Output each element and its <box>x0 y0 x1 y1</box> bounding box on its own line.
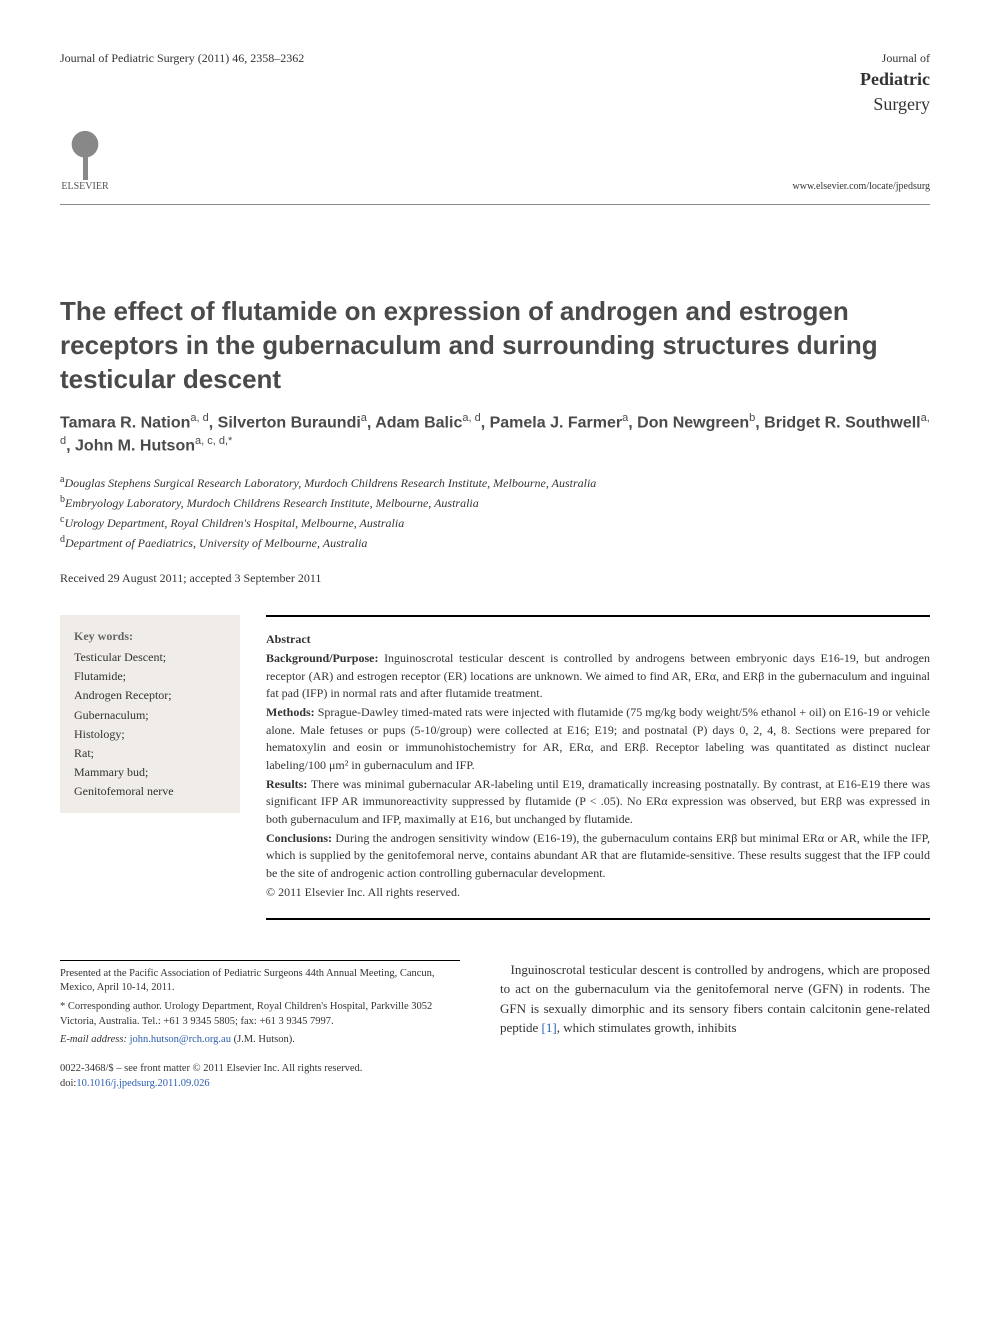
issn-line: 0022-3468/$ – see front matter © 2011 El… <box>60 1062 460 1077</box>
affiliation-item: aDouglas Stephens Surgical Research Labo… <box>60 472 930 492</box>
keyword-item: Gubernaculum; <box>74 706 226 725</box>
keywords-heading: Key words: <box>74 627 226 646</box>
body-paragraph-1: Inguinoscrotal testicular descent is con… <box>500 960 930 1038</box>
affiliation-item: bEmbryology Laboratory, Murdoch Children… <box>60 492 930 512</box>
abstract-section-text: During the androgen sensitivity window (… <box>266 831 930 880</box>
abstract-section-text: Sprague-Dawley timed-mated rats were inj… <box>266 705 930 771</box>
journal-url-box: www.elsevier.com/locate/jpedsurg <box>793 176 930 194</box>
affiliation-item: cUrology Department, Royal Children's Ho… <box>60 512 930 532</box>
abstract-section-label: Results: <box>266 777 311 791</box>
affiliation-item: dDepartment of Paediatrics, University o… <box>60 532 930 552</box>
keyword-item: Androgen Receptor; <box>74 686 226 705</box>
email-link[interactable]: john.hutson@rch.org.au <box>130 1034 231 1045</box>
keyword-item: Rat; <box>74 744 226 763</box>
abstract-section-label: Background/Purpose: <box>266 651 384 665</box>
journal-reference: Journal of Pediatric Surgery (2011) 46, … <box>60 50 304 67</box>
doi-line: doi:10.1016/j.jpedsurg.2011.09.026 <box>60 1077 460 1092</box>
copyright-block: 0022-3468/$ – see front matter © 2011 El… <box>60 1062 460 1091</box>
keyword-item: Flutamide; <box>74 667 226 686</box>
footnote-corresponding: * Corresponding author. Urology Departme… <box>60 1000 460 1029</box>
email-label: E-mail address: <box>60 1034 127 1045</box>
keywords-abstract-row: Key words: Testicular Descent;Flutamide;… <box>60 615 930 920</box>
journal-name-line2: Pediatric <box>860 67 930 92</box>
body-text: Inguinoscrotal testicular descent is con… <box>500 960 930 1092</box>
journal-name-line3: Surgery <box>860 92 930 117</box>
doi-label: doi: <box>60 1078 76 1089</box>
keyword-item: Mammary bud; <box>74 763 226 782</box>
citation-ref-1[interactable]: [1] <box>542 1020 557 1035</box>
doi-link[interactable]: 10.1016/j.jpedsurg.2011.09.026 <box>76 1078 209 1089</box>
abstract-copyright: © 2011 Elsevier Inc. All rights reserved… <box>266 884 930 901</box>
footnote-presented: Presented at the Pacific Association of … <box>60 967 460 996</box>
abstract-section-text: There was minimal gubernacular AR-labeli… <box>266 777 930 826</box>
body-p1-post: , which stimulates growth, inhibits <box>557 1020 737 1035</box>
elsevier-tree-icon <box>60 125 110 180</box>
email-attribution: (J.M. Hutson). <box>234 1034 295 1045</box>
keywords-items: Testicular Descent;Flutamide;Androgen Re… <box>74 648 226 802</box>
author-list: Tamara R. Nationa, d, Silverton Buraundi… <box>60 411 930 458</box>
abstract-section-label: Methods: <box>266 705 318 719</box>
journal-url[interactable]: www.elsevier.com/locate/jpedsurg <box>793 180 930 194</box>
logo-row: ELSEVIER www.elsevier.com/locate/jpedsur… <box>60 125 930 205</box>
footer-area: Presented at the Pacific Association of … <box>60 960 930 1092</box>
abstract-section: Results: There was minimal gubernacular … <box>266 776 930 828</box>
abstract-section: Background/Purpose: Inguinoscrotal testi… <box>266 650 930 702</box>
article-title: The effect of flutamide on expression of… <box>60 295 930 396</box>
publisher-name: ELSEVIER <box>61 180 108 194</box>
journal-name-line1: Journal of <box>860 50 930 67</box>
article-dates: Received 29 August 2011; accepted 3 Sept… <box>60 570 930 587</box>
elsevier-logo: ELSEVIER <box>60 125 110 194</box>
abstract-section: Conclusions: During the androgen sensiti… <box>266 830 930 882</box>
abstract-box: Abstract Background/Purpose: Inguinoscro… <box>266 615 930 920</box>
footnote-email-line: E-mail address: john.hutson@rch.org.au (… <box>60 1033 460 1048</box>
abstract-heading: Abstract <box>266 631 930 648</box>
keywords-box: Key words: Testicular Descent;Flutamide;… <box>60 615 240 814</box>
abstract-section-label: Conclusions: <box>266 831 335 845</box>
footnotes-block: Presented at the Pacific Association of … <box>60 960 460 1092</box>
keyword-item: Genitofemoral nerve <box>74 782 226 801</box>
keyword-item: Testicular Descent; <box>74 648 226 667</box>
abstract-sections: Background/Purpose: Inguinoscrotal testi… <box>266 650 930 882</box>
abstract-section: Methods: Sprague-Dawley timed-mated rats… <box>266 704 930 774</box>
header-row: Journal of Pediatric Surgery (2011) 46, … <box>60 50 930 117</box>
journal-title-box: Journal of Pediatric Surgery <box>860 50 930 117</box>
affiliations-list: aDouglas Stephens Surgical Research Labo… <box>60 472 930 552</box>
keyword-item: Histology; <box>74 725 226 744</box>
